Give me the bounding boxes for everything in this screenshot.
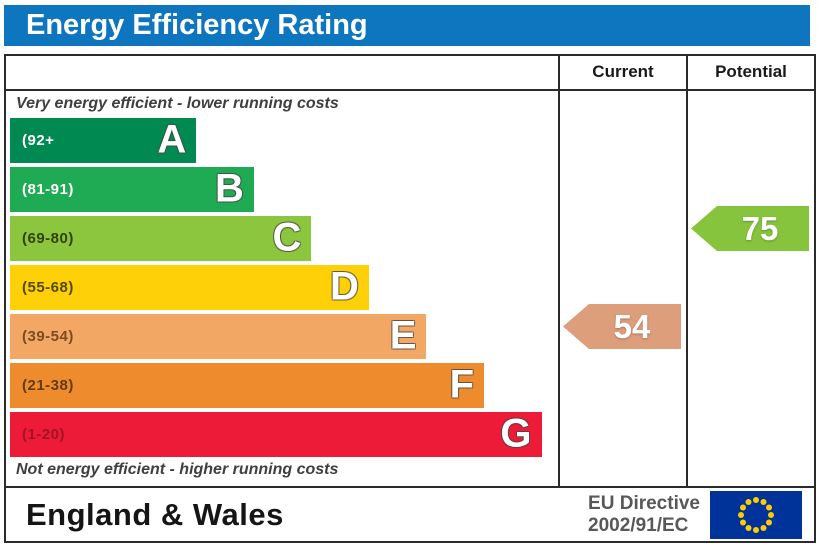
band-range-label: (21-38) [22,377,74,394]
band-letter: E [389,312,417,357]
band-g: (1-20) G [10,412,542,457]
band-range-label: (69-80) [22,230,74,247]
band-letter: A [157,116,187,161]
band-letter: D [330,263,359,308]
current-column-header: Current [558,56,686,89]
band-d: (55-68) D [10,265,369,310]
band-range-label: (55-68) [22,279,74,296]
bands-column: Very energy efficient - lower running co… [6,91,558,486]
band-c: (69-80) C [10,214,312,261]
potential-column-header: Potential [686,56,814,89]
band-a: (92+ A [10,116,197,163]
current-rating-value: 54 [613,307,651,345]
eu-flag-stars [738,496,774,533]
band-b: (81-91) B [10,167,254,212]
bands: (92+ A (81-91) B (69-80) C (55-68) D (39-54) E (21… [10,118,558,457]
eu-directive-line2: 2002/91/EC [588,514,689,536]
band-letter: B [214,165,244,210]
eu-flag-icon [710,490,802,539]
band-letter: G [500,410,532,455]
rating-table: Current Potential Very energy efficient … [4,54,816,543]
header-row: Current Potential [6,56,814,91]
potential-rating-arrow: 75 [691,206,809,251]
page-title: Energy Efficiency Rating [4,5,810,46]
band-range-label: (81-91) [22,181,74,198]
band-letter: C [272,214,302,259]
bottom-caption: Not energy efficient - higher running co… [16,461,339,478]
band-range-label: (1-20) [22,426,66,443]
eu-directive-line1: EU Directive [588,492,700,514]
epc-chart: Energy Efficiency Rating Current Potenti… [0,5,820,543]
potential-column: 75 [686,91,814,486]
band-range-label: (39-54) [22,328,74,345]
band-range-label: (92+ [22,132,55,149]
current-rating-arrow: 54 [563,304,681,349]
footer: England & Wales EU Directive 2002/91/EC [6,486,814,541]
band-f: (21-38) F [10,361,485,408]
current-column: 54 [558,91,686,486]
region-label: England & Wales [26,496,284,532]
band-letter: F [449,361,475,406]
top-caption: Very energy efficient - lower running co… [16,95,339,112]
header-spacer-cell [6,56,558,89]
eu-directive-label: EU Directive 2002/91/EC [588,493,700,537]
chart-body: Very energy efficient - lower running co… [6,91,814,486]
potential-rating-value: 75 [741,209,779,247]
band-e: (39-54) E [10,312,427,359]
